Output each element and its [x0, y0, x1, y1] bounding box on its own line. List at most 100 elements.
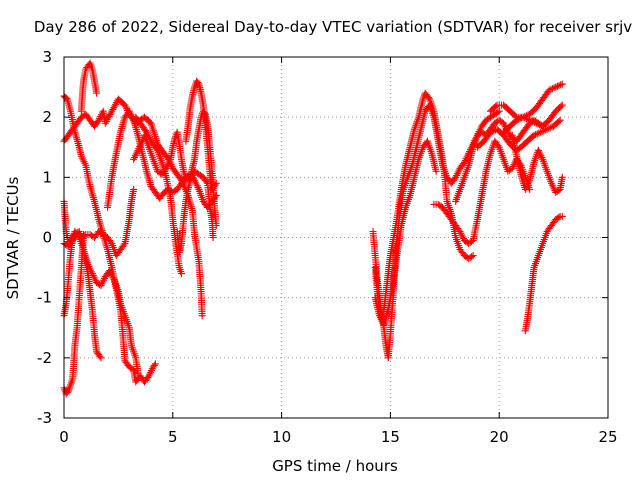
- data-point: [543, 125, 551, 133]
- data-point: [178, 270, 185, 278]
- x-tick-label: 10: [272, 428, 291, 446]
- data-point: [550, 84, 558, 92]
- data-point: [120, 241, 128, 249]
- series-track-b: [60, 92, 159, 386]
- data-point: [97, 354, 105, 362]
- series-track-i: [130, 107, 220, 229]
- data-point: [96, 352, 104, 360]
- y-tick-label: -3: [37, 409, 52, 427]
- data-point: [513, 116, 521, 124]
- series-track-k: [182, 77, 220, 193]
- data-point: [432, 167, 440, 175]
- data-point: [211, 181, 219, 189]
- data-point: [521, 114, 529, 122]
- data-point: [514, 115, 522, 123]
- series-track-l: [173, 167, 217, 256]
- data-point: [80, 232, 88, 239]
- data-point: [150, 361, 158, 369]
- chart-title: Day 286 of 2022, Sidereal Day-to-day VTE…: [34, 18, 632, 36]
- data-point: [468, 253, 476, 261]
- y-axis-label: SDTVAR / TECUs: [4, 176, 22, 299]
- series-track-v: [521, 212, 566, 335]
- data-point: [546, 124, 554, 132]
- series-track-t: [500, 101, 566, 136]
- series-track-u: [508, 131, 566, 196]
- data-point: [552, 83, 560, 91]
- data-point: [151, 360, 159, 368]
- y-tick-label: 2: [42, 108, 52, 126]
- data-point: [557, 102, 565, 110]
- data-point: [541, 126, 549, 134]
- data-point: [212, 179, 220, 187]
- data-point: [203, 178, 210, 186]
- y-tick-label: 3: [42, 48, 52, 66]
- data-point: [545, 124, 553, 132]
- data-point: [198, 312, 206, 320]
- data-point: [557, 81, 565, 89]
- series-track-n: [371, 89, 477, 323]
- data-point: [531, 118, 539, 126]
- x-tick-label: 15: [381, 428, 400, 446]
- data-point: [529, 118, 537, 126]
- series-track-f: [77, 59, 101, 115]
- data-point: [549, 85, 556, 93]
- data-point: [134, 369, 142, 377]
- x-tick-label: 20: [490, 428, 509, 446]
- series-track-e: [60, 231, 88, 398]
- data-point: [495, 107, 503, 115]
- x-axis-label: GPS time / hours: [272, 457, 398, 475]
- data-point: [547, 85, 555, 93]
- series-track-h: [104, 107, 220, 211]
- data-point: [553, 82, 561, 90]
- data-point: [558, 212, 566, 220]
- y-tick-label: -1: [37, 289, 52, 307]
- data-point: [537, 128, 544, 136]
- data-point: [532, 119, 540, 127]
- x-tick-label: 5: [168, 428, 178, 446]
- series-track-r: [473, 116, 564, 154]
- data-point: [555, 213, 563, 221]
- data-point: [524, 115, 532, 123]
- x-tick-label: 0: [59, 428, 69, 446]
- y-tick-label: -2: [37, 349, 52, 367]
- data-point: [558, 101, 566, 109]
- series-track-s: [487, 80, 566, 121]
- data-point: [558, 173, 566, 181]
- data-point: [556, 116, 564, 124]
- data-point: [93, 89, 101, 97]
- data-point: [558, 80, 566, 88]
- data-point: [526, 116, 534, 124]
- data-point: [209, 234, 217, 241]
- data-point: [494, 142, 502, 150]
- data-point: [522, 115, 530, 123]
- data-point: [194, 79, 202, 87]
- data-point: [494, 108, 502, 116]
- data-point: [488, 128, 496, 135]
- data-point: [492, 102, 500, 110]
- series-track-q: [452, 116, 547, 205]
- data-point: [487, 128, 494, 136]
- data-point: [555, 117, 563, 125]
- x-tick-label: 25: [598, 428, 617, 446]
- data-point: [534, 120, 542, 128]
- data-point: [516, 115, 524, 123]
- data-point: [130, 185, 138, 193]
- data-point: [555, 82, 563, 90]
- data-point: [527, 117, 535, 125]
- data-point: [535, 129, 543, 137]
- data-point: [469, 252, 477, 259]
- series-track-o: [371, 137, 440, 329]
- axis-layer: 0 5 10 15 20 25 -3 -2 -1 0 1 2 3: [37, 48, 618, 446]
- y-tick-label: 1: [42, 168, 52, 186]
- data-point: [533, 130, 541, 138]
- data-point: [519, 113, 527, 121]
- y-tick-label: 0: [42, 229, 52, 247]
- data-point: [532, 131, 540, 138]
- data-point: [545, 86, 553, 94]
- grid-layer: [64, 57, 608, 418]
- data-point: [530, 131, 538, 139]
- series-track-d: [60, 228, 105, 362]
- points-layer: [60, 59, 566, 398]
